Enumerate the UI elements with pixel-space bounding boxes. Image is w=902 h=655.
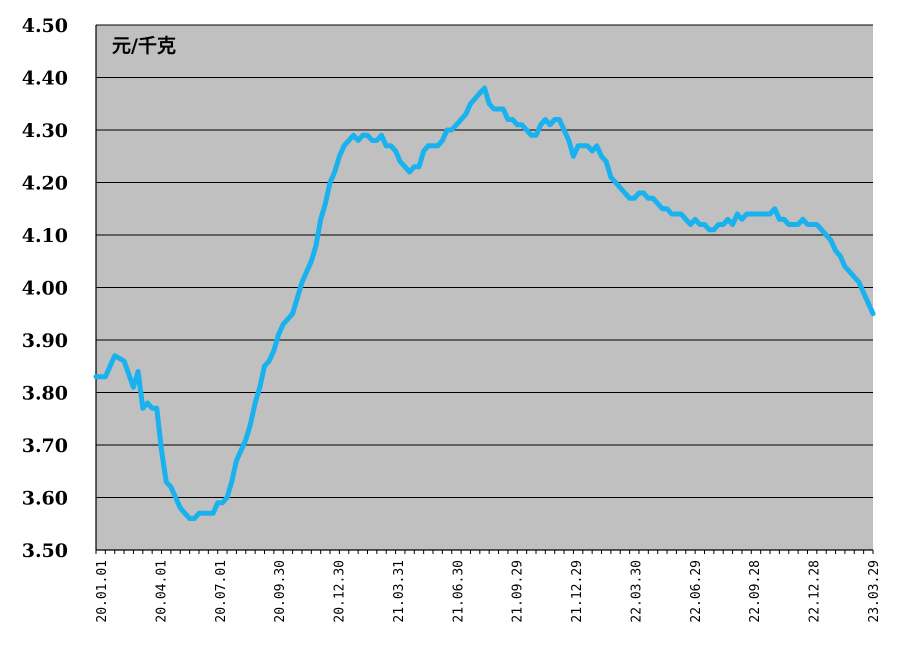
y-tick-label: 4.10 bbox=[22, 225, 68, 247]
y-tick-label: 3.50 bbox=[22, 540, 68, 562]
x-tick-label: 20.04.01 bbox=[154, 560, 169, 623]
x-tick-label: 22.03.30 bbox=[629, 560, 644, 623]
x-tick-label: 20.12.30 bbox=[333, 560, 348, 623]
gridlines bbox=[96, 24, 873, 498]
x-tick-label: 22.06.29 bbox=[689, 560, 704, 623]
x-tick-label: 21.12.29 bbox=[570, 560, 585, 623]
x-tick-labels: 20.01.01 20.04.01 20.07.01 20.09.30 20.12.30… bbox=[95, 560, 882, 623]
x-tick-label: 20.07.01 bbox=[214, 560, 229, 623]
watermark: 奶业经济观察 bbox=[726, 626, 866, 648]
unit-label: 元/千克 bbox=[112, 34, 176, 57]
x-tick-label: 21.06.30 bbox=[451, 560, 466, 623]
series-group bbox=[93, 85, 876, 521]
y-tick-label: 4.50 bbox=[22, 15, 68, 37]
y-tick-label: 3.90 bbox=[22, 330, 68, 352]
x-tick-label: 22.09.28 bbox=[748, 560, 763, 623]
x-tick-label: 20.01.01 bbox=[95, 560, 110, 623]
watermark-text: 奶业经济观察 bbox=[752, 626, 866, 648]
x-tick-label: 22.12.28 bbox=[808, 560, 823, 623]
y-tick-labels: 3.50 3.60 3.70 3.80 3.90 4.00 4.10 4.20 4.30 4.40… bbox=[22, 15, 68, 562]
y-tick-label: 4.00 bbox=[22, 278, 68, 300]
y-tick-label: 3.70 bbox=[22, 435, 68, 457]
wechat-icon bbox=[726, 626, 746, 646]
y-tick-label: 3.80 bbox=[22, 383, 68, 405]
x-tick-label: 23.03.29 bbox=[867, 560, 882, 623]
x-tick-label: 20.09.30 bbox=[273, 560, 288, 623]
series-line bbox=[93, 85, 876, 521]
x-minor-ticks bbox=[95, 550, 874, 554]
y-tick-label: 4.40 bbox=[22, 68, 68, 90]
y-tick-label: 4.20 bbox=[22, 173, 68, 195]
x-tick-label: 21.03.31 bbox=[392, 560, 407, 623]
y-tick-label: 4.30 bbox=[22, 120, 68, 142]
x-tick-label: 21.09.29 bbox=[511, 560, 526, 623]
y-tick-label: 3.60 bbox=[22, 488, 68, 510]
